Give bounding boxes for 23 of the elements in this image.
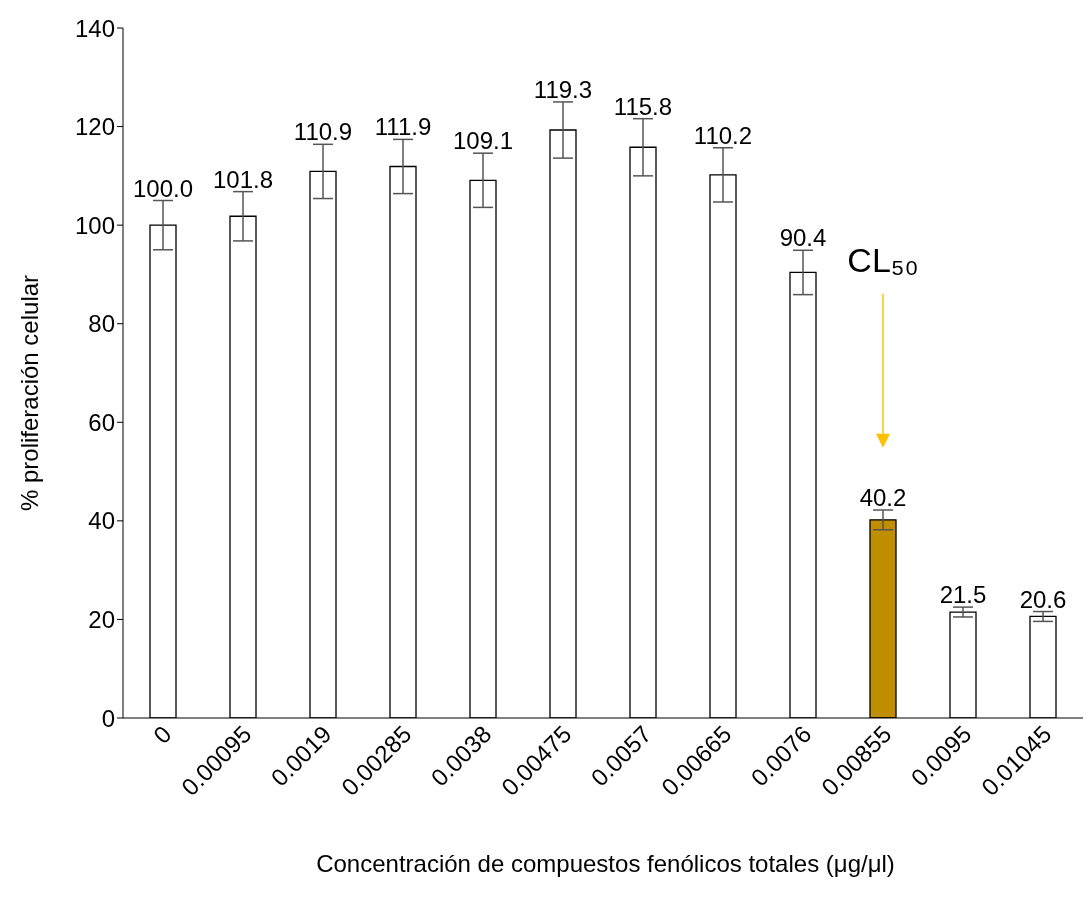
annotation: CL₅₀ <box>847 240 919 279</box>
y-tick-label: 120 <box>74 113 115 141</box>
data-label: 110.2 <box>693 121 753 149</box>
y-axis-title: % proliferación celular <box>16 274 44 512</box>
data-label: 119.3 <box>533 75 593 103</box>
y-tick-label: 140 <box>74 14 115 42</box>
y-tick-label: 60 <box>88 408 115 436</box>
y-tick-label: 20 <box>88 605 115 633</box>
data-label: 20.6 <box>1019 585 1067 613</box>
data-label: 40.2 <box>859 484 907 512</box>
data-label: 100.0 <box>132 174 194 202</box>
y-tick-label: 100 <box>74 211 115 239</box>
data-label: 109.1 <box>452 127 514 155</box>
data-label: 111.9 <box>374 113 432 141</box>
y-tick-label: 80 <box>88 310 115 338</box>
data-label: 90.4 <box>779 224 827 252</box>
x-tick-label: 0 <box>147 720 177 749</box>
y-tick-label: 40 <box>88 507 115 535</box>
data-label: 115.8 <box>613 92 673 120</box>
x-axis-title: Concentración de compuestos fenólicos totales (μg/μl) <box>315 850 896 878</box>
data-label: 110.9 <box>293 118 353 146</box>
data-label: 21.5 <box>939 581 987 609</box>
data-label: 101.8 <box>212 165 274 193</box>
